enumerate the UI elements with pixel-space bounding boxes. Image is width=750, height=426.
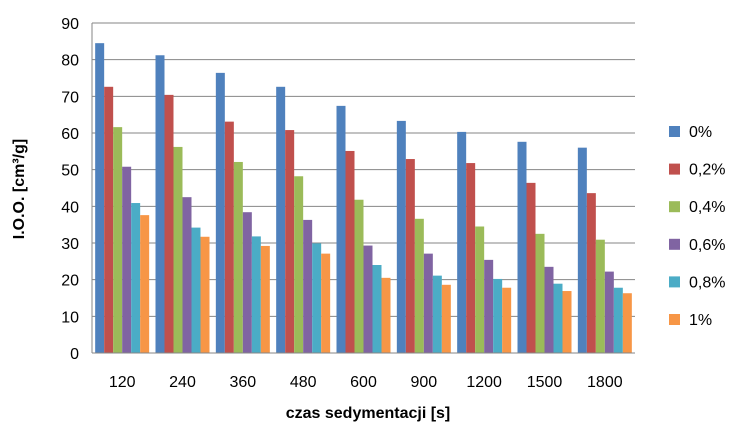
bar [526, 182, 536, 353]
bar [517, 141, 527, 353]
x-tick-label: 1500 [527, 374, 563, 391]
bar [200, 236, 210, 353]
x-tick-label: 600 [350, 374, 377, 391]
bar [303, 219, 313, 353]
y-tick-label: 10 [61, 309, 79, 326]
bar [354, 199, 364, 353]
bar [396, 120, 406, 354]
x-tick-label: 360 [229, 374, 256, 391]
y-axis-title: I.O.O. [cm³/g] [11, 139, 28, 239]
legend-swatch [669, 238, 680, 250]
bar [173, 146, 183, 353]
legend: 0% 0,2% 0,4% 0,6% 0,8% 1% [669, 124, 725, 329]
bar [285, 130, 295, 353]
bar [613, 287, 623, 353]
bar [140, 215, 150, 353]
bar [113, 127, 123, 353]
legend-swatch [669, 126, 680, 137]
bar [294, 176, 304, 353]
y-tick-label: 40 [61, 199, 79, 216]
bar [215, 72, 225, 353]
legend-label: 0,8% [689, 274, 725, 291]
bars [95, 43, 632, 354]
bar [182, 197, 192, 353]
bar [122, 166, 132, 353]
x-tick-labels: 120 240 360 480 600 900 1200 1500 1800 [109, 374, 623, 391]
y-tick-labels: 0 10 20 30 40 50 60 70 80 90 [61, 16, 79, 363]
bar [466, 163, 476, 353]
bar [164, 94, 174, 353]
legend-label: 0,6% [689, 237, 725, 254]
y-tick-label: 90 [61, 16, 79, 33]
axes [91, 23, 635, 354]
y-tick-label: 60 [61, 126, 79, 143]
bar [312, 243, 322, 353]
y-tick-label: 0 [70, 346, 79, 363]
bar [414, 218, 424, 353]
bar [95, 43, 105, 354]
bar [405, 159, 415, 353]
legend-swatch [669, 201, 680, 213]
bar [224, 121, 234, 353]
bar [131, 203, 141, 353]
y-tick-label: 20 [61, 273, 79, 290]
bar [595, 239, 605, 353]
bar [423, 253, 433, 353]
bar [191, 227, 201, 353]
bar [562, 291, 572, 353]
bar [233, 161, 243, 353]
bar [535, 233, 545, 353]
y-tick-label: 70 [61, 89, 79, 106]
legend-swatch [669, 276, 680, 288]
legend-swatch [669, 314, 680, 325]
x-tick-label: 120 [109, 374, 136, 391]
x-tick-label: 900 [410, 374, 437, 391]
x-axis-title: czas sedymentacji [s] [286, 405, 451, 422]
x-tick-label: 1200 [466, 374, 502, 391]
y-tick-label: 50 [61, 163, 79, 180]
bar [432, 275, 442, 353]
bar [493, 278, 503, 353]
x-tick-label: 480 [290, 374, 317, 391]
bar [586, 193, 596, 353]
bar [372, 265, 382, 353]
bar [321, 253, 331, 353]
bar [336, 105, 346, 353]
legend-label: 0% [689, 124, 712, 141]
bar [544, 266, 554, 353]
y-tick-label: 30 [61, 236, 79, 253]
y-tick-label: 80 [61, 53, 79, 70]
x-tick-label: 240 [169, 374, 196, 391]
bar [104, 86, 114, 354]
bar [484, 259, 494, 353]
legend-label: 0,4% [689, 199, 725, 216]
bar [577, 147, 587, 353]
bar [553, 283, 563, 353]
bar [363, 245, 373, 353]
bar [604, 271, 614, 353]
bar [622, 293, 632, 353]
bar [502, 287, 512, 353]
bar [276, 86, 286, 354]
bar [345, 150, 355, 353]
bar [441, 284, 451, 353]
bar [457, 131, 467, 353]
bar [251, 236, 261, 353]
bar [475, 226, 485, 353]
bar [155, 55, 165, 354]
legend-label: 1% [689, 312, 712, 329]
x-tick-label: 1800 [587, 374, 623, 391]
legend-label: 0,2% [689, 162, 725, 179]
bar [381, 277, 391, 353]
legend-swatch [669, 163, 680, 175]
bar [260, 245, 270, 353]
bar [242, 212, 252, 353]
